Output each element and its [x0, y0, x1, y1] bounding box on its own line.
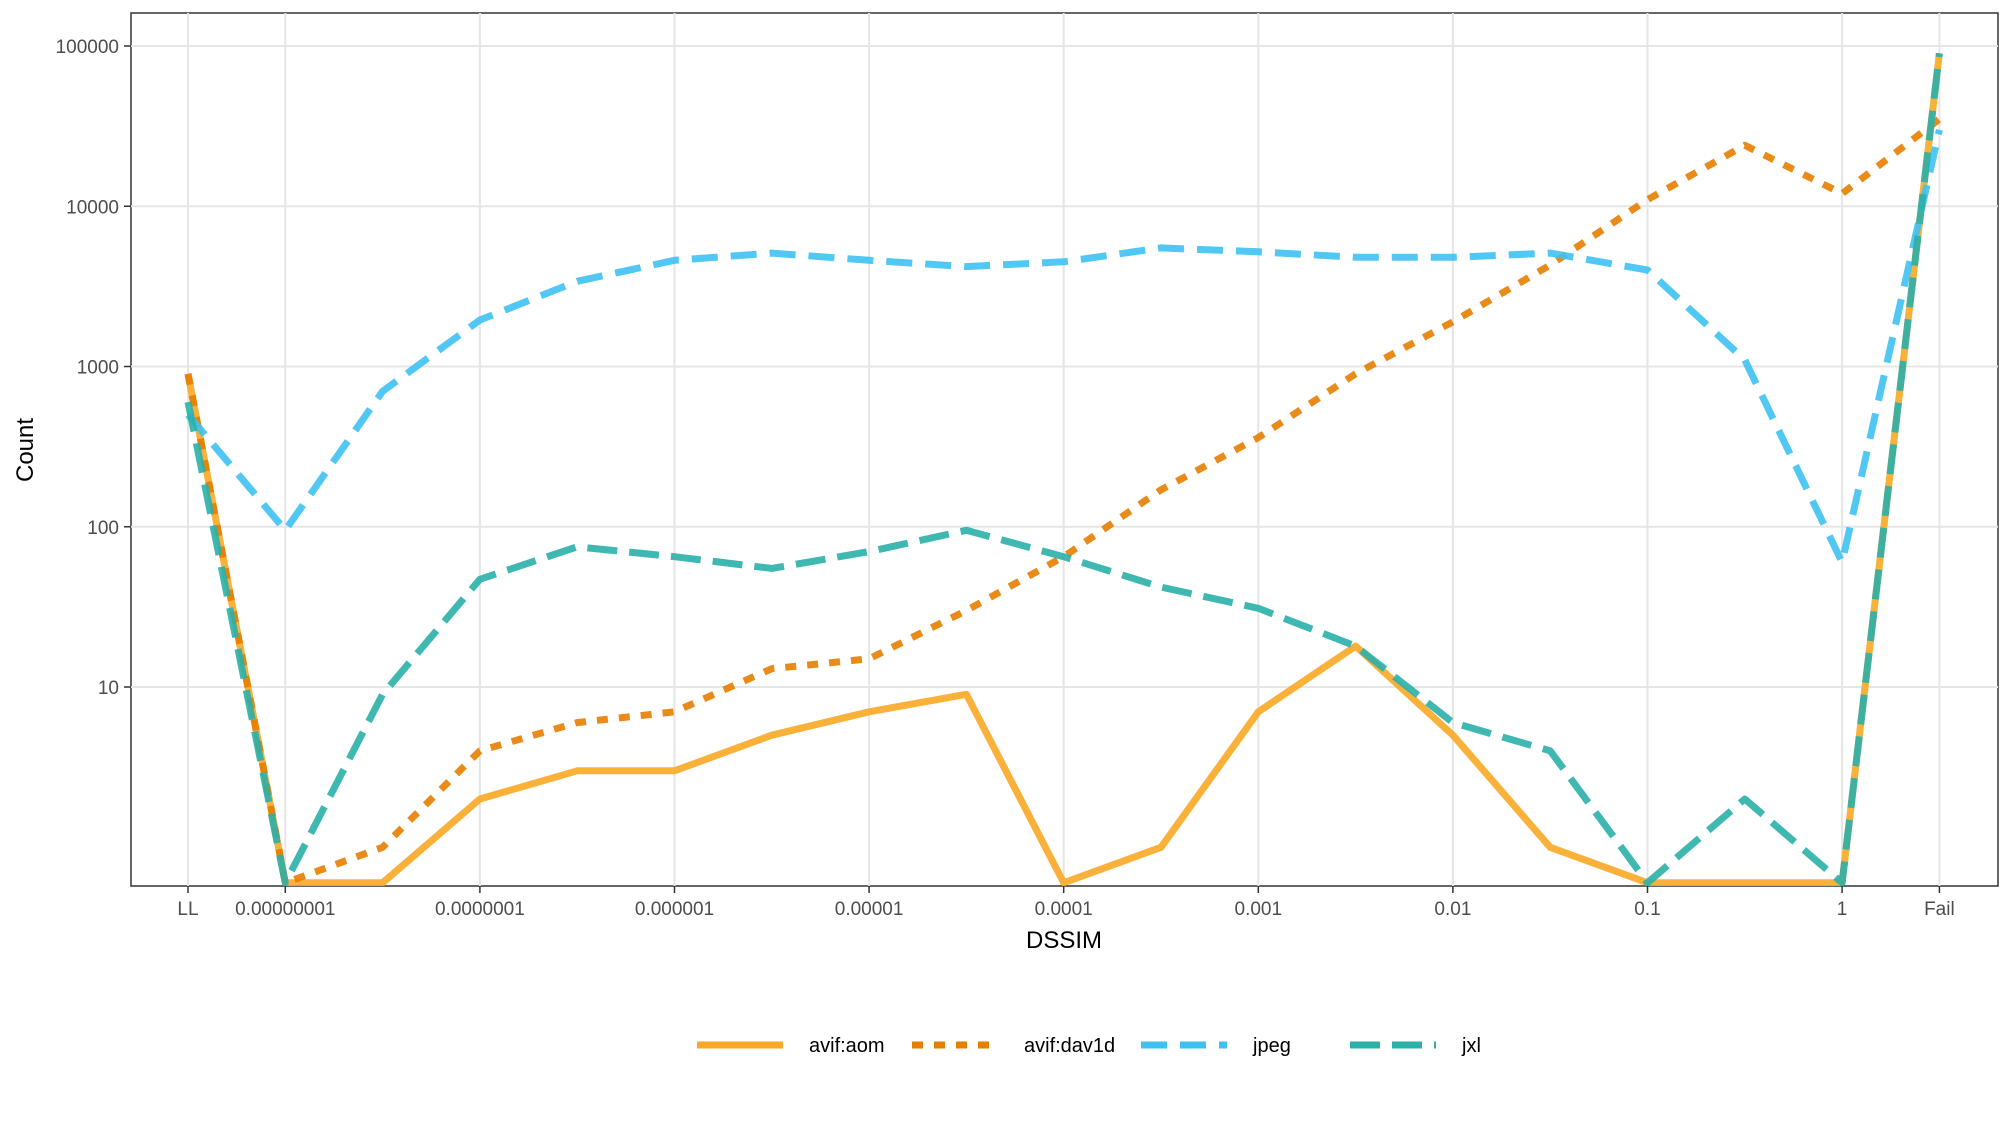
x-tick-label: 0.000001 [635, 899, 714, 920]
legend-label: jpeg [1252, 1035, 1291, 1057]
series-lines [184, 52, 1943, 886]
x-tick-label: 0.0001 [1035, 899, 1093, 920]
x-tick-label: 1 [1837, 899, 1848, 920]
legend: avif:aom avif:dav1d jpeg jxl [697, 1035, 1481, 1057]
x-tick-label: 0.00000001 [235, 899, 335, 920]
x-tick-label: 0.001 [1235, 899, 1283, 920]
series-line-jxl [184, 52, 1943, 886]
x-tick-label: 0.1 [1634, 899, 1660, 920]
legend-label: jxl [1461, 1035, 1481, 1057]
legend-label: avif:aom [809, 1035, 885, 1057]
x-tick-label: 0.01 [1434, 899, 1471, 920]
series-line-avif-dav1d [184, 116, 1942, 886]
legend-label: avif:dav1d [1024, 1035, 1115, 1057]
x-tick-label: Fail [1924, 899, 1955, 920]
y-tick-label: 100 [87, 518, 119, 539]
x-tick-label: LL [177, 899, 198, 920]
x-tick-label: 0.00001 [835, 899, 904, 920]
series-line-jpeg [185, 129, 1943, 566]
x-axis: LL 0.00000001 0.0000001 0.000001 0.00001 0.00… [177, 886, 1955, 920]
y-tick-label: 1000 [77, 358, 119, 379]
x-axis-title: DSSIM [1026, 927, 1102, 954]
y-axis: 10 100 1000 10000 100000 [56, 37, 131, 699]
y-tick-label: 10 [98, 678, 119, 699]
y-axis-title: Count [12, 418, 39, 482]
y-tick-label: 100000 [56, 37, 119, 58]
y-tick-label: 10000 [66, 197, 119, 218]
x-tick-label: 0.0000001 [435, 899, 525, 920]
grid-lines [131, 13, 1998, 886]
